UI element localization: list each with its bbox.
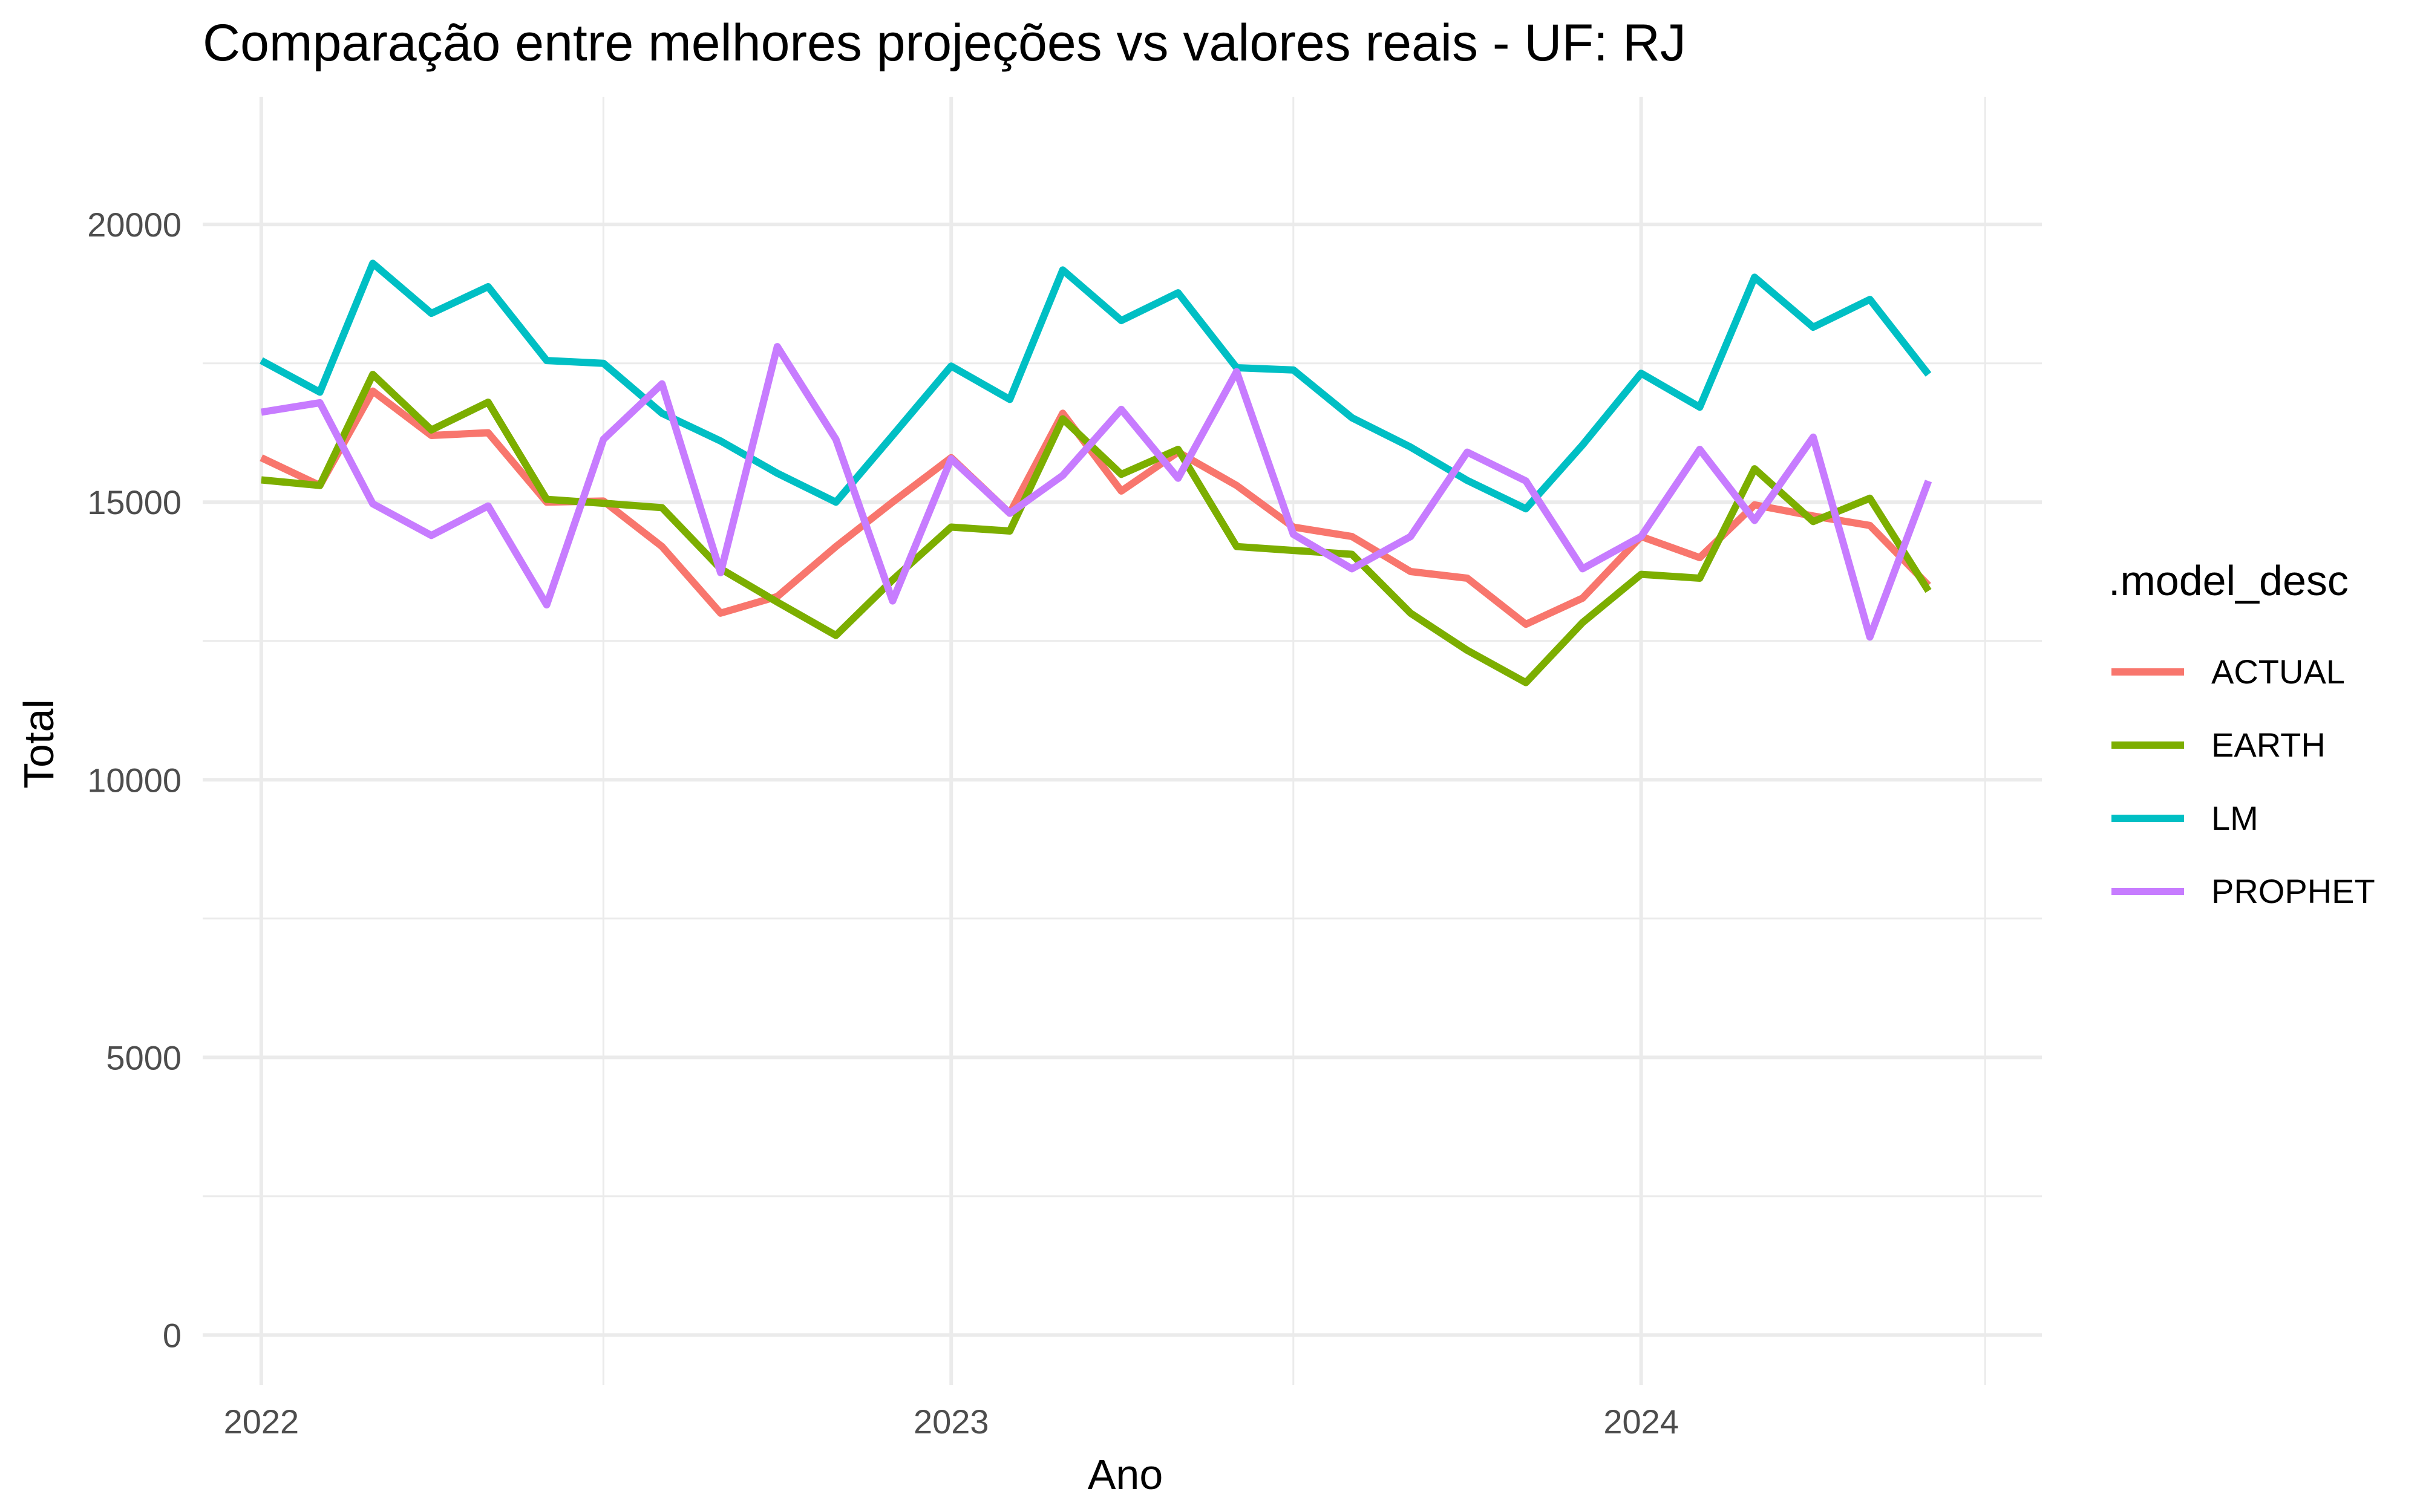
minor-gridlines	[203, 97, 2042, 1385]
legend-swatch	[2111, 887, 2184, 895]
chart-title: Comparação entre melhores projeções vs v…	[203, 14, 1686, 72]
series-line-actual	[260, 387, 1931, 628]
y-tick-label: 0	[163, 1316, 182, 1354]
series-line-earth	[261, 371, 1932, 686]
y-axis-tick-labels: 0 5000 10000 15000 20000	[87, 206, 182, 1354]
x-tick-label: 2024	[1603, 1403, 1679, 1441]
legend-label: EARTH	[2211, 726, 2326, 764]
y-tick-label: 15000	[87, 483, 182, 521]
legend-label: LM	[2211, 799, 2258, 837]
legend-label: ACTUAL	[2211, 653, 2345, 691]
legend-label: PROPHET	[2211, 872, 2375, 910]
y-tick-label: 10000	[87, 761, 182, 799]
legend-swatch	[2111, 741, 2184, 749]
legend-swatch	[2111, 814, 2184, 822]
legend-swatch	[2111, 668, 2184, 676]
x-tick-label: 2023	[914, 1403, 989, 1441]
legend-items: ACTUAL EARTH LM PROPHET	[2108, 635, 2375, 928]
series-line-lm	[260, 259, 1932, 513]
legend-item-lm: LM	[2108, 781, 2375, 855]
legend-item-actual: ACTUAL	[2108, 635, 2375, 708]
x-axis-tick-labels: 2022 2023 2024	[224, 1403, 1679, 1441]
x-tick-label: 2022	[224, 1403, 299, 1441]
series-line-prophet	[260, 343, 1932, 641]
legend-item-prophet: PROPHET	[2108, 855, 2375, 928]
legend-title: .model_desc	[2108, 557, 2349, 604]
series-lines	[260, 259, 1932, 686]
x-axis-title: Ano	[1088, 1451, 1163, 1498]
y-axis-title: Total	[15, 699, 62, 789]
y-tick-label: 20000	[87, 206, 182, 244]
legend-item-earth: EARTH	[2108, 708, 2375, 781]
legend: .model_desc ACTUAL EARTH LM PROPHET	[2108, 556, 2375, 928]
y-tick-label: 5000	[106, 1038, 182, 1077]
